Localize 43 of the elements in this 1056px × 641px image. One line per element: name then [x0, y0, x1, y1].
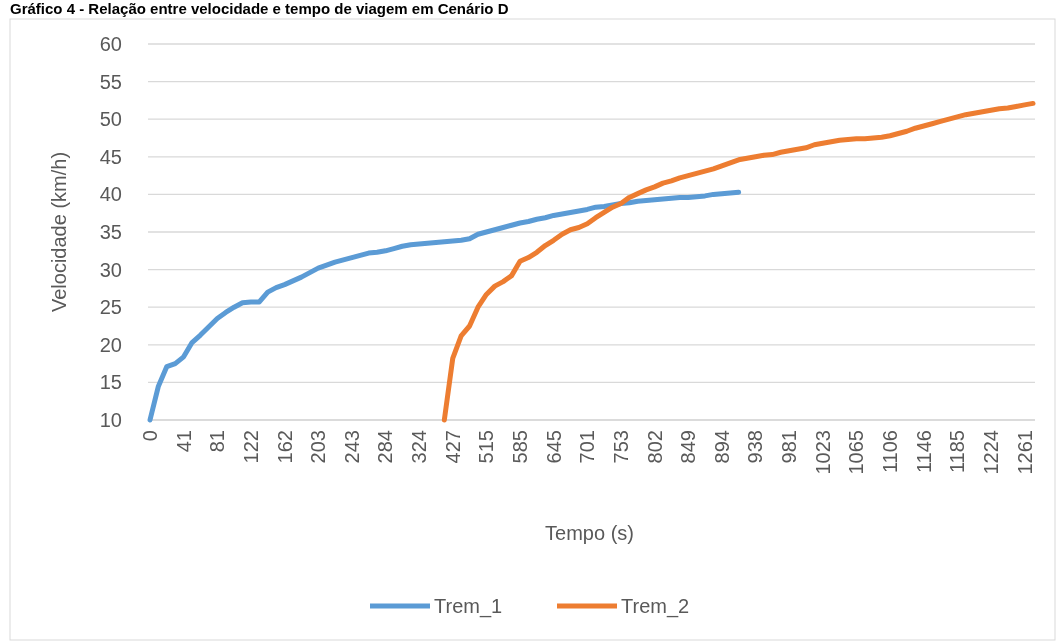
y-tick-label: 50 — [99, 108, 122, 131]
y-tick-label: 10 — [99, 409, 122, 431]
x-tick-label: 753 — [609, 430, 632, 464]
x-tick-label: 81 — [206, 430, 229, 453]
y-tick-label: 30 — [99, 258, 122, 281]
x-tick-label: 243 — [340, 430, 363, 464]
x-tick-label: 585 — [509, 430, 532, 464]
x-tick-label: 162 — [273, 430, 296, 464]
x-tick-label: 427 — [441, 430, 464, 464]
x-tick-label: 515 — [475, 430, 498, 464]
y-tick-label: 60 — [99, 33, 122, 55]
x-tick-label: 645 — [542, 430, 565, 464]
x-tick-label: 1023 — [811, 430, 834, 475]
x-tick-label: 324 — [408, 430, 431, 464]
x-tick-label: 122 — [239, 430, 262, 464]
x-tick-label: 849 — [677, 430, 700, 464]
x-tick-label: 0 — [139, 430, 161, 442]
x-axis-title: Tempo (s) — [545, 522, 634, 544]
legend-label: Trem_1 — [434, 595, 503, 618]
x-tick-label: 1065 — [845, 430, 868, 475]
x-tick-label: 41 — [172, 430, 195, 453]
y-tick-label: 25 — [99, 296, 122, 319]
x-tick-label: 284 — [374, 430, 397, 464]
x-tick-label: 802 — [643, 430, 666, 464]
y-tick-label: 35 — [99, 221, 122, 243]
y-tick-label: 15 — [99, 371, 122, 394]
x-tick-label: 981 — [778, 430, 801, 464]
y-tick-label: 55 — [99, 70, 122, 93]
y-axis-title: Velocidade (km/h) — [48, 151, 70, 313]
y-tick-label: 45 — [99, 145, 122, 168]
x-tick-label: 203 — [307, 430, 330, 464]
y-tick-label: 20 — [99, 333, 122, 356]
x-tick-label: 938 — [744, 430, 767, 464]
x-tick-label: 1106 — [879, 430, 902, 474]
y-tick-label: 40 — [99, 183, 122, 206]
x-tick-label: 1261 — [1013, 430, 1036, 475]
x-tick-label: 894 — [710, 430, 733, 464]
chart-title: Gráfico 4 - Relação entre velocidade e tempo de viagem em Cenário D — [10, 0, 509, 17]
x-tick-label: 1185 — [946, 430, 969, 474]
legend-label: Trem_2 — [621, 595, 690, 618]
x-tick-label: 701 — [576, 430, 599, 464]
x-tick-label: 1224 — [979, 430, 1002, 475]
x-tick-label: 1146 — [912, 430, 935, 474]
